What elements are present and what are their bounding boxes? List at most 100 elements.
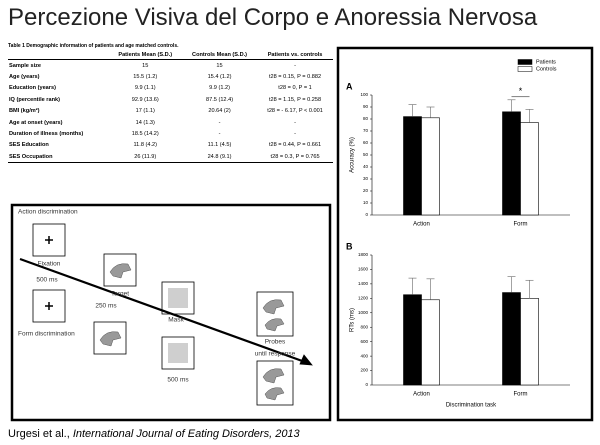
column-header: Patients vs. controls <box>257 51 333 60</box>
bar <box>502 111 521 216</box>
y-tick-label: 40 <box>363 164 369 169</box>
x-axis-label: Discrimination task <box>446 403 497 409</box>
y-tick-label: 1200 <box>358 296 369 301</box>
diagram-label: until response <box>255 351 296 358</box>
table-cell: 9.9 (1.1) <box>134 85 156 92</box>
header-row: Patients Mean (S.D.) Controls Mean (S.D.)… <box>8 51 333 60</box>
table-cell: t28 = 1.15, P = 0.258 <box>268 96 322 103</box>
bar <box>403 116 422 216</box>
table-cell: t28 = 0.15, P = 0.882 <box>268 74 322 81</box>
table-cell: 9.9 (1.2) <box>209 85 230 92</box>
x-tick-label: Form <box>514 392 528 398</box>
table-row: SES Education 11.8 (4.2) 11.1 (4.5) t28 = 0… <box>8 140 333 151</box>
panel-label: B <box>346 241 353 251</box>
y-tick-label: 1600 <box>358 267 369 272</box>
table-cell: BMI (kg/m²) <box>9 108 40 115</box>
slide-title: Percezione Visiva del Corpo e Anoressia … <box>8 4 538 31</box>
table-cell: t28 = 0.44, P = 0.661 <box>268 142 322 149</box>
table-cell: IQ (percentile rank) <box>9 96 60 103</box>
hand-icons <box>99 263 285 401</box>
table-cell: Duration of illness (months) <box>9 130 84 137</box>
table-cell: 11.1 (4.5) <box>207 142 232 149</box>
table-row: Age at onset (years) 14 (1.3) - - <box>8 117 333 128</box>
legend-label: Controls <box>536 66 557 72</box>
y-axis-label: RTs (ms) <box>350 308 356 332</box>
y-tick-label: 80 <box>363 116 369 121</box>
significance-mark: * <box>519 86 523 96</box>
table-row: Age (years) 15.5 (1.2) 15.4 (1.2) t28 = 0.1… <box>8 71 333 82</box>
diagram-label: 500 ms <box>36 277 58 284</box>
citation: Urgesi et al., International Journal of … <box>8 428 300 440</box>
table-cell: 26 (11.9) <box>108 151 182 164</box>
column-header: Controls Mean (S.D.) <box>181 51 258 60</box>
table-cell: 15 <box>142 62 149 69</box>
x-tick-label: Action <box>413 222 430 228</box>
y-tick-label: 100 <box>360 92 368 97</box>
y-tick-label: 1800 <box>358 252 369 257</box>
table-row: BMI (kg/m²) 17 (1.1) 20.64 (2) t28 = - 6.17… <box>8 106 333 117</box>
x-tick-label: Form <box>514 222 528 228</box>
y-tick-label: 10 <box>363 200 369 205</box>
table-row: SES Occupation 26 (11.9) 24.8 (9.1) t28 = 0… <box>8 151 333 164</box>
panel-label: A <box>346 81 353 91</box>
diagram-label: 500 ms <box>167 377 189 384</box>
y-tick-label: 800 <box>360 324 368 329</box>
citation-journal: International Journal of Eating Disorder… <box>72 428 300 440</box>
bar <box>520 122 539 216</box>
mask-noise <box>168 288 188 363</box>
table-cell: 18.5 (14.2) <box>131 130 159 137</box>
table-cell: - <box>218 119 221 126</box>
table-cell: Education (years) <box>9 85 56 92</box>
bar <box>403 294 422 386</box>
y-tick-label: 1400 <box>358 281 369 286</box>
table-caption: Table 1 Demographic information of patie… <box>8 43 179 49</box>
table-cell: 15 <box>216 62 223 69</box>
table-cell: 14 (1.3) <box>135 119 155 126</box>
y-tick-label: 60 <box>363 140 369 145</box>
table-cell: t28 = 0, P = 1 <box>278 85 312 92</box>
table-row: Education (years) 9.9 (1.1) 9.9 (1.2) t28 =… <box>8 83 333 94</box>
y-axis-label: Accuracy (%) <box>350 137 356 173</box>
table-cell: - <box>294 62 296 69</box>
y-tick-label: 0 <box>365 382 368 387</box>
y-tick-label: 400 <box>360 353 368 358</box>
table-cell: Sample size <box>9 62 42 69</box>
table-cell: - <box>218 130 221 137</box>
diagram-label: Fixation <box>38 261 61 268</box>
table-cell: t28 = - 6.17, P < 0.001 <box>267 108 323 115</box>
y-tick-label: 70 <box>363 128 369 133</box>
table-cell: 24.8 (9.1) <box>181 151 258 164</box>
bar <box>421 299 440 386</box>
chart-frame <box>336 46 594 422</box>
y-tick-label: 90 <box>363 104 369 109</box>
diagram-label: Target <box>111 291 129 298</box>
y-tick-label: 200 <box>360 368 368 373</box>
table-cell: 17 (1.1) <box>135 108 155 115</box>
table-row: Duration of illness (months) 18.5 (14.2) -… <box>8 128 333 139</box>
diagram-label: Mask <box>168 317 184 324</box>
table-cell: Age (years) <box>9 74 40 81</box>
table-row: Sample size 15 15 - <box>8 60 333 72</box>
bar <box>520 298 539 386</box>
y-tick-label: 1000 <box>358 310 369 315</box>
y-tick-label: 50 <box>363 152 369 157</box>
diagram-label: Form discrimination <box>18 331 75 338</box>
table-cell: 11.8 (4.2) <box>133 142 157 149</box>
table-cell: SES Education <box>9 142 49 149</box>
table-cell: 92.9 (13.6) <box>131 96 159 103</box>
table-cell: 20.64 (2) <box>208 108 231 115</box>
table-row: IQ (percentile rank) 92.9 (13.6) 87.5 (12.… <box>8 94 333 105</box>
y-tick-label: 20 <box>363 188 369 193</box>
y-tick-label: 600 <box>360 339 368 344</box>
legend-swatch <box>517 59 533 65</box>
diagram-label: Probes <box>265 339 286 346</box>
demographics-table: Patients Mean (S.D.) Controls Mean (S.D.)… <box>8 51 333 164</box>
diagram-frame <box>10 203 332 422</box>
table-cell: t28 = 0.3, P = 0.765 <box>257 151 333 164</box>
diagram-label: Action discrimination <box>18 209 78 216</box>
table-cell: 87.5 (12.4) <box>206 96 234 103</box>
y-tick-label: 30 <box>363 176 369 181</box>
header-cell <box>8 51 109 60</box>
